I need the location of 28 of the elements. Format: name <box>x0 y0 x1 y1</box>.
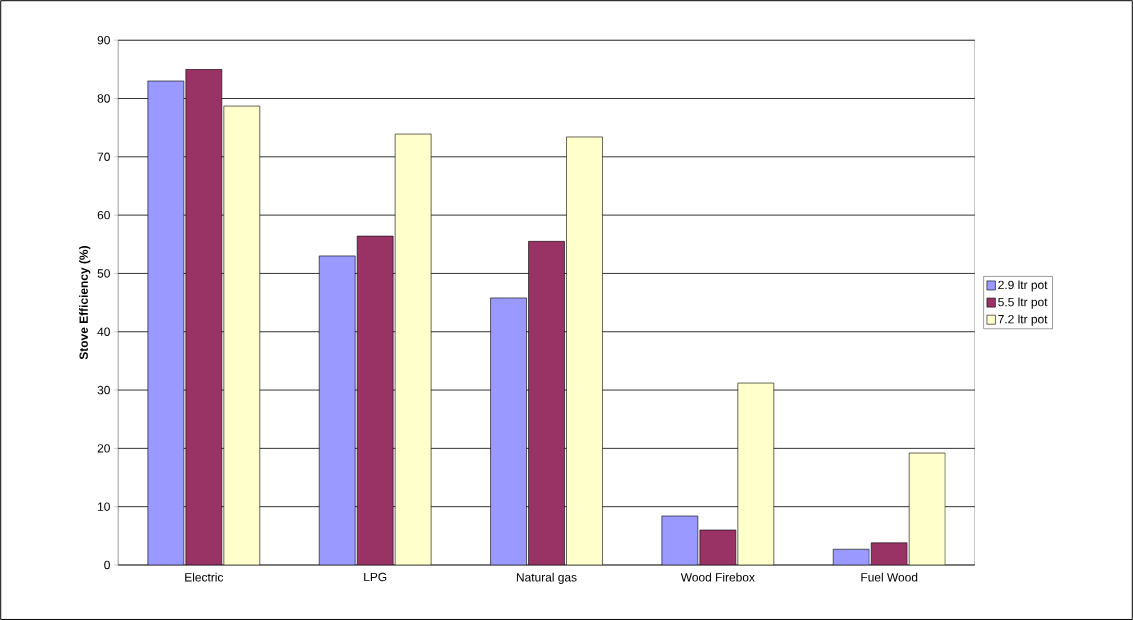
bar <box>661 515 698 565</box>
y-axis-title: Stove Efficiency (%) <box>79 246 91 360</box>
x-tick-label: Electric <box>185 572 224 582</box>
bar <box>223 105 260 565</box>
bar <box>319 255 356 565</box>
y-tick-label: 70 <box>97 152 110 161</box>
x-tick-label: Wood Firebox <box>680 572 755 582</box>
legend-label: 5.5 ltr pot <box>998 297 1048 309</box>
y-tick-label: 40 <box>97 327 110 336</box>
y-tick-label: 10 <box>98 502 110 511</box>
bar <box>490 297 527 565</box>
bar <box>566 136 603 565</box>
legend-label: 2.9 ltr pot <box>998 280 1048 292</box>
y-tick-label: 20 <box>97 444 110 453</box>
y-tick-label: 60 <box>97 210 110 220</box>
y-tick-label: 0 <box>104 560 110 570</box>
y-tick-label: 80 <box>97 94 110 103</box>
x-tick-label: LPG <box>364 572 387 582</box>
bar <box>737 382 774 565</box>
y-tick-label: 50 <box>97 269 110 278</box>
bar <box>908 452 946 565</box>
bar <box>395 133 432 565</box>
bar <box>147 80 184 565</box>
x-tick-label: Natural gas <box>516 572 577 584</box>
legend-label: 7.2 ltr pot <box>998 314 1048 326</box>
y-tick-label: 90 <box>97 35 110 45</box>
y-tick-label: 30 <box>97 385 110 395</box>
x-tick-label: Fuel Wood <box>861 572 918 582</box>
